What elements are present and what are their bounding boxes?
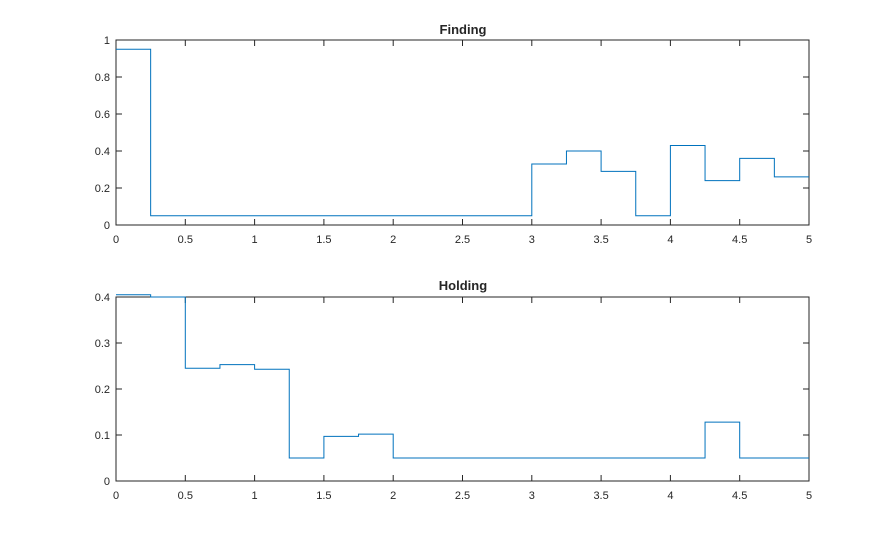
y-tick-label: 0.4 — [95, 146, 110, 158]
x-tick-label: 0 — [113, 490, 119, 502]
x-tick-label: 0.5 — [178, 234, 193, 246]
x-tick-label: 2 — [390, 490, 396, 502]
chart-finding: Finding 0 0.5 1 1.5 2 2.5 3 3.5 4 4.5 5 0 0.2 0.4 0.6… — [95, 22, 812, 246]
x-tick-label: 1 — [252, 234, 258, 246]
series-line — [116, 294, 809, 459]
x-axis-ticks: 0 0.5 1 1.5 2 2.5 3 3.5 4 4.5 5 — [113, 297, 812, 502]
x-tick-label: 0.5 — [178, 490, 193, 502]
x-tick-label: 3.5 — [593, 234, 608, 246]
y-tick-label: 0 — [104, 220, 110, 232]
y-tick-label: 0.1 — [95, 430, 110, 442]
y-tick-label: 0.2 — [95, 384, 110, 396]
x-tick-label: 3 — [529, 234, 535, 246]
x-tick-label: 4 — [667, 490, 673, 502]
x-tick-label: 5 — [806, 490, 812, 502]
y-tick-label: 0.6 — [95, 109, 110, 121]
x-tick-label: 1 — [252, 490, 258, 502]
x-tick-label: 2 — [390, 234, 396, 246]
x-tick-label: 3.5 — [593, 490, 608, 502]
y-tick-label: 0.3 — [95, 338, 110, 350]
x-tick-label: 2.5 — [455, 234, 470, 246]
y-tick-label: 0 — [104, 476, 110, 488]
y-tick-label: 0.2 — [95, 183, 110, 195]
x-tick-label: 1.5 — [316, 234, 331, 246]
x-tick-label: 4.5 — [732, 490, 747, 502]
y-tick-label: 1 — [104, 35, 110, 47]
x-tick-label: 1.5 — [316, 490, 331, 502]
x-tick-label: 0 — [113, 234, 119, 246]
x-tick-label: 5 — [806, 234, 812, 246]
series-line — [116, 48, 809, 217]
y-axis-ticks: 0 0.1 0.2 0.3 0.4 — [95, 292, 809, 488]
y-tick-label: 0.8 — [95, 72, 110, 84]
x-tick-label: 4 — [667, 234, 673, 246]
y-axis-ticks: 0 0.2 0.4 0.6 0.8 1 — [95, 35, 809, 232]
x-tick-label: 2.5 — [455, 490, 470, 502]
x-tick-label: 3 — [529, 490, 535, 502]
y-tick-label: 0.4 — [95, 292, 110, 304]
x-axis-ticks: 0 0.5 1 1.5 2 2.5 3 3.5 4 4.5 5 — [113, 40, 812, 246]
chart-title: Finding — [440, 22, 487, 37]
chart-holding: Holding 0 0.5 1 1.5 2 2.5 3 3.5 4 4.5 5 0 0.1 0.2 0.3… — [95, 278, 812, 502]
x-tick-label: 4.5 — [732, 234, 747, 246]
chart-title: Holding — [439, 278, 487, 293]
